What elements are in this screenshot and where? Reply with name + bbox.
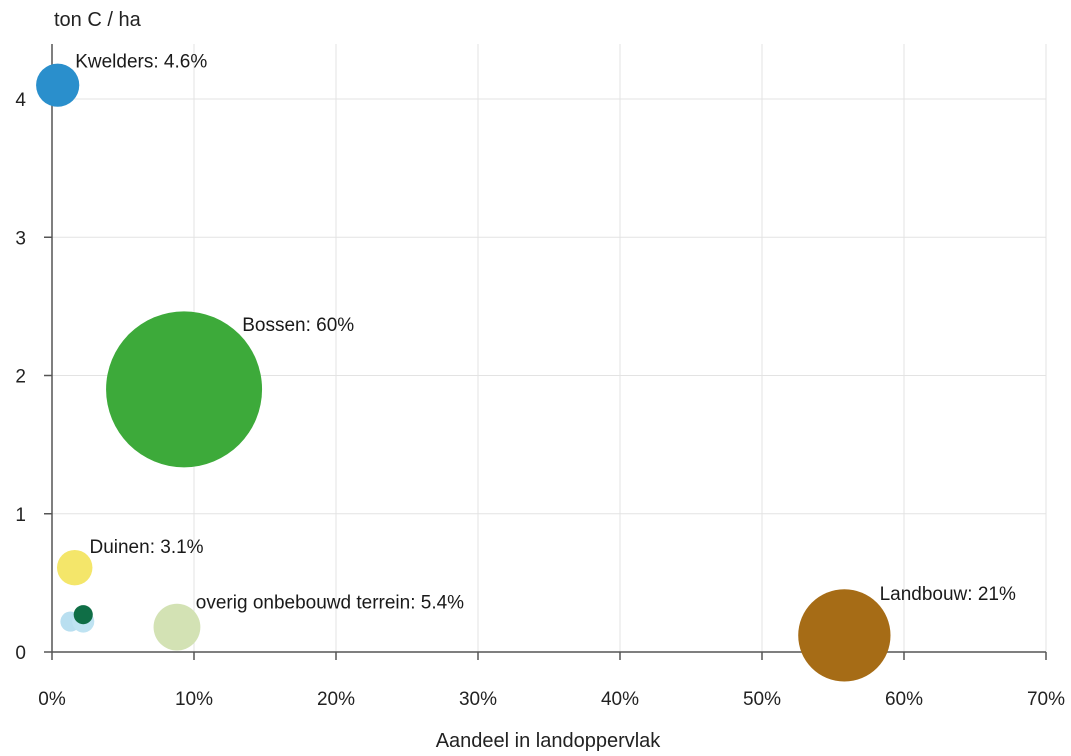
x-tick-label: 70% (1027, 689, 1065, 710)
y-tick-label: 4 (15, 90, 26, 111)
bubbles (36, 63, 891, 682)
y-axis-ticks: 0 1 2 3 4 (15, 90, 52, 664)
x-tick-label: 60% (885, 689, 923, 710)
bubble-label: Kwelders: 4.6% (75, 52, 207, 73)
x-axis-ticks: 0% 10% 20% 30% 40% 50% 60% 70% (38, 652, 1065, 710)
y-tick-label: 3 (15, 228, 26, 249)
x-tick-label: 10% (175, 689, 213, 710)
x-axis-title: Aandeel in landoppervlak (436, 730, 662, 752)
bubble (106, 311, 263, 468)
gridlines (52, 44, 1047, 652)
bubble-labels: Kwelders: 4.6% Bossen: 60% Duinen: 3.1% ove… (75, 52, 1016, 614)
bubble (153, 603, 201, 651)
y-axis-title: ton C / ha (54, 9, 142, 31)
x-tick-label: 0% (38, 689, 66, 710)
bubble-label: Bossen: 60% (242, 315, 354, 336)
bubble (56, 549, 93, 586)
bubble-label: Duinen: 3.1% (89, 537, 203, 558)
bubble-label: Landbouw: 21% (880, 584, 1016, 605)
bubble (798, 589, 891, 682)
bubble-label: overig onbebouwd terrein: 5.4% (196, 592, 464, 613)
bubble (73, 605, 93, 625)
y-tick-label: 0 (15, 643, 26, 664)
x-tick-label: 50% (743, 689, 781, 710)
bubble (36, 63, 80, 107)
x-tick-label: 30% (459, 689, 497, 710)
x-tick-label: 20% (317, 689, 355, 710)
y-tick-label: 2 (15, 367, 26, 388)
x-tick-label: 40% (601, 689, 639, 710)
y-tick-label: 1 (15, 505, 26, 526)
